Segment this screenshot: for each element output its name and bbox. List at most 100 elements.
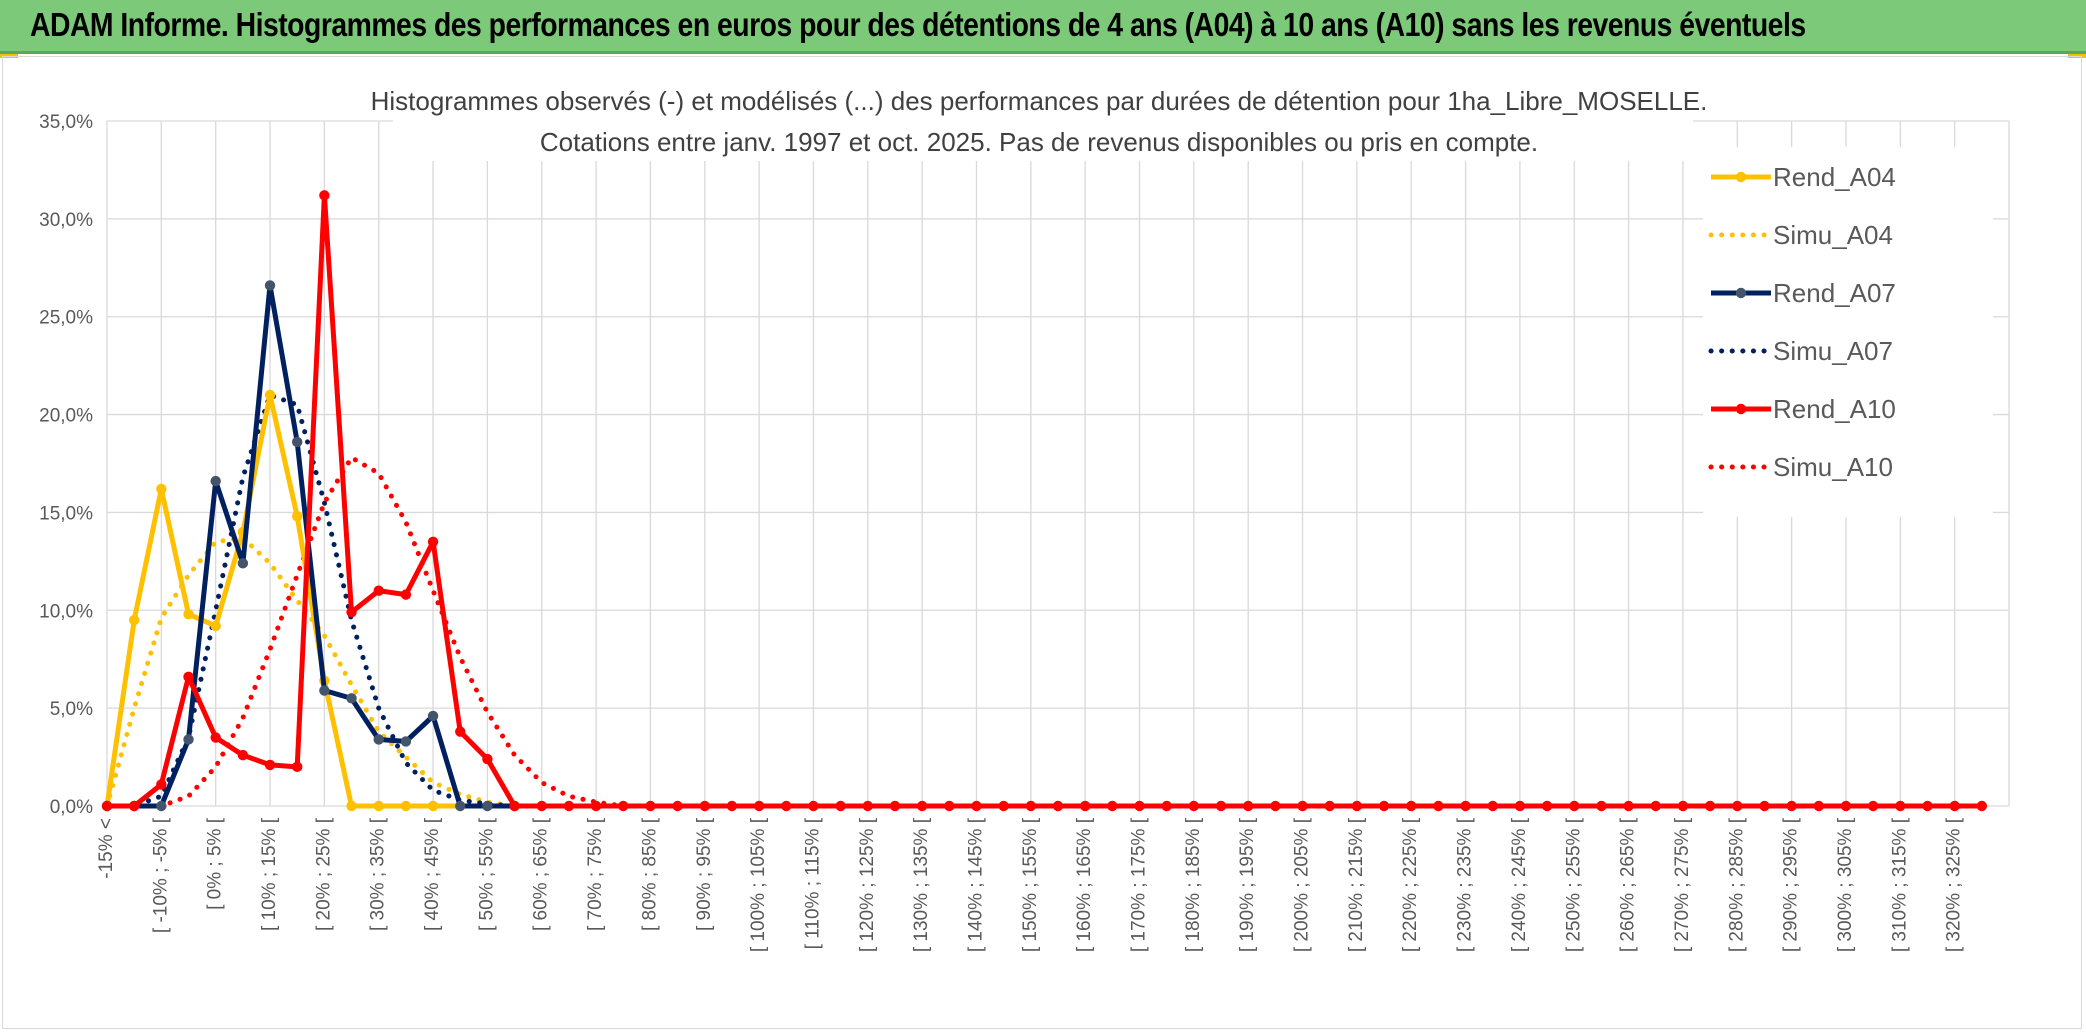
- data-point-rend-a07: [373, 734, 384, 745]
- data-point-rend-a07: [427, 710, 439, 722]
- data-point-rend-a10: [536, 800, 547, 812]
- data-point-rend-a10: [427, 536, 439, 547]
- data-point-rend-a10: [156, 779, 167, 790]
- x-tick-label: [ 150% ; 155% [: [1020, 817, 1041, 952]
- data-point-rend-a10: [1188, 800, 1200, 812]
- data-point-rend-a04: [373, 800, 384, 812]
- data-point-rend-a10: [1487, 800, 1498, 812]
- x-tick-label: [ 240% ; 245% [: [1509, 817, 1530, 952]
- series-line-simu-a04: [104, 535, 545, 809]
- legend-marker-rend-a10: [1735, 403, 1747, 415]
- x-tick-label: [ 310% ; 315% [: [1889, 817, 1910, 952]
- x-tick-label: [ 270% ; 275% [: [1672, 817, 1693, 952]
- report-title: ADAM Informe. Histogrammes des performan…: [30, 6, 1806, 43]
- data-point-rend-a10: [1922, 800, 1933, 812]
- data-point-rend-a10: [482, 753, 493, 765]
- x-tick-label: [ 200% ; 205% [: [1292, 817, 1313, 952]
- y-tick-label: 0,0%: [50, 797, 93, 818]
- legend-background: [1703, 147, 1993, 517]
- data-point-rend-a10: [455, 726, 466, 737]
- data-point-rend-a10: [210, 732, 221, 743]
- data-point-rend-a10: [1704, 800, 1716, 812]
- data-point-rend-a04: [264, 389, 276, 401]
- data-point-rend-a10: [1052, 800, 1064, 812]
- data-point-rend-a10: [1215, 800, 1227, 812]
- data-point-rend-a10: [1895, 800, 1906, 812]
- data-point-rend-a10: [645, 800, 656, 812]
- data-point-rend-a10: [1378, 800, 1390, 812]
- report-banner: ADAM Informe. Histogrammes des performan…: [0, 0, 2086, 54]
- data-point-rend-a10: [944, 800, 955, 812]
- data-point-rend-a10: [1596, 800, 1607, 812]
- data-point-rend-a10: [1976, 800, 1988, 812]
- x-tick-label: [ 0% ; 5% [: [205, 817, 226, 910]
- data-point-rend-a04: [156, 483, 167, 495]
- data-point-rend-a10: [672, 800, 683, 812]
- data-point-rend-a10: [237, 749, 249, 761]
- data-point-rend-a10: [563, 800, 575, 812]
- series-line-simu-a07: [104, 392, 545, 809]
- x-tick-label: [ 10% ; 15% [: [259, 817, 280, 931]
- data-point-rend-a07: [346, 693, 357, 704]
- x-tick-label: [ 120% ; 125% [: [857, 817, 878, 952]
- data-point-rend-a10: [1813, 800, 1825, 812]
- data-point-rend-a10: [128, 800, 140, 812]
- data-point-rend-a10: [1433, 800, 1444, 812]
- data-point-rend-a10: [1514, 800, 1526, 812]
- data-point-rend-a04: [210, 620, 221, 632]
- data-point-rend-a10: [1677, 800, 1689, 812]
- data-point-rend-a10: [292, 761, 303, 773]
- legend-label-rend-a04: Rend_A04: [1773, 162, 1896, 192]
- data-point-rend-a10: [1949, 800, 1960, 812]
- data-point-rend-a07: [400, 736, 412, 747]
- data-point-rend-a04: [128, 614, 140, 626]
- data-point-rend-a07: [455, 800, 466, 812]
- data-point-rend-a10: [400, 589, 412, 600]
- x-tick-label: [ 180% ; 185% [: [1183, 817, 1204, 952]
- legend-marker-rend-a07: [1735, 287, 1747, 299]
- data-point-rend-a07: [264, 280, 276, 291]
- legend-label-rend-a07: Rend_A07: [1773, 278, 1896, 308]
- data-point-rend-a10: [1867, 800, 1879, 812]
- y-tick-label: 25,0%: [39, 308, 93, 329]
- data-point-rend-a10: [590, 800, 602, 812]
- data-point-rend-a10: [346, 607, 357, 618]
- chart-area: 0,0% 5,0% 10,0% 15,0% 20,0% 25,0% 30,0% 35,0% -…: [2, 56, 2082, 1029]
- data-point-rend-a10: [862, 800, 873, 812]
- legend-label-rend-a10: Rend_A10: [1773, 394, 1896, 424]
- data-point-rend-a07: [210, 475, 221, 487]
- data-point-rend-a10: [264, 759, 276, 771]
- x-tick-label: [ 140% ; 145% [: [965, 817, 986, 952]
- data-point-rend-a10: [373, 585, 384, 596]
- x-tick-label: [ 70% ; 75% [: [585, 817, 606, 931]
- data-point-rend-a10: [1650, 800, 1661, 812]
- data-point-rend-a10: [319, 190, 330, 201]
- y-tick-label: 20,0%: [39, 406, 93, 427]
- x-tick-label: [ 170% ; 175% [: [1129, 817, 1150, 952]
- data-point-rend-a10: [835, 800, 846, 812]
- legend-label-simu-a10: Simu_A10: [1773, 452, 1893, 482]
- data-point-rend-a10: [1406, 800, 1417, 812]
- legend-label-simu-a07: Simu_A07: [1773, 336, 1893, 366]
- data-point-rend-a10: [1786, 800, 1797, 812]
- data-point-rend-a10: [1297, 800, 1308, 812]
- data-point-rend-a10: [1351, 800, 1363, 812]
- x-tick-label: [ 40% ; 45% [: [422, 817, 443, 931]
- y-tick-label: 5,0%: [50, 699, 93, 720]
- x-tick-label: [ 80% ; 85% [: [639, 817, 660, 931]
- chart-subtitle: Cotations entre janv. 1997 et oct. 2025.…: [540, 127, 1538, 157]
- x-tick-label: [ 50% ; 55% [: [476, 817, 497, 931]
- x-tick-label: [ 300% ; 305% [: [1835, 817, 1856, 952]
- x-tick-label: [ 30% ; 35% [: [368, 817, 389, 931]
- legend-marker-rend-a04: [1735, 171, 1747, 183]
- series-line-rend-a07: [107, 282, 515, 809]
- data-point-rend-a10: [1541, 800, 1553, 812]
- data-point-rend-a04: [183, 609, 194, 620]
- x-tick-label: [ 280% ; 285% [: [1726, 817, 1747, 952]
- x-tick-label: [ 90% ; 95% [: [694, 817, 715, 931]
- x-tick-label: [ 100% ; 105% [: [748, 817, 769, 952]
- x-tick-label: [ 130% ; 135% [: [911, 817, 932, 952]
- data-point-rend-a07: [319, 685, 330, 696]
- y-tick-label: 10,0%: [39, 601, 93, 622]
